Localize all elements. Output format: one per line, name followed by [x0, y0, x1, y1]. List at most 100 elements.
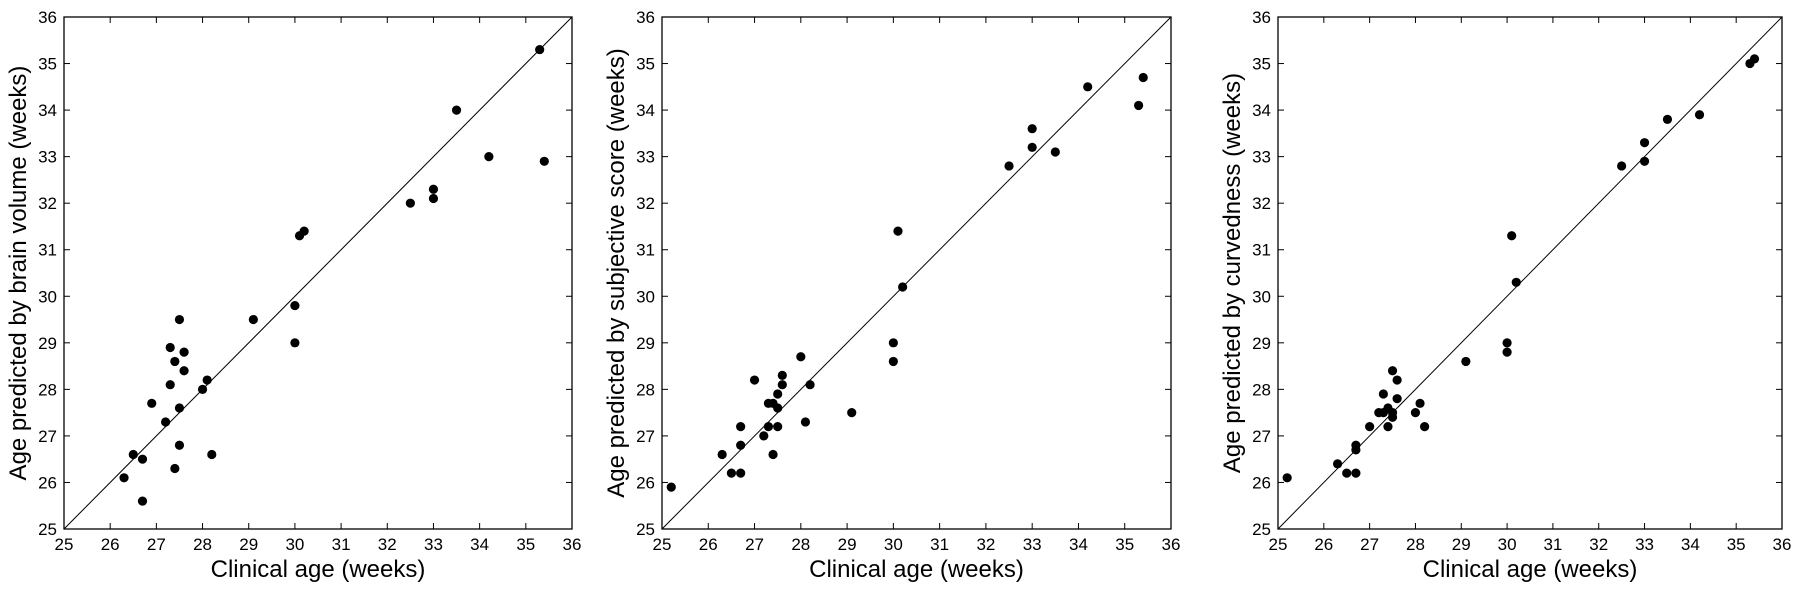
data-point: [1387, 366, 1398, 376]
data-point: [847, 408, 857, 418]
y-tick-label: 33: [636, 148, 655, 167]
x-tick-label: 31: [930, 535, 949, 554]
data-point: [1507, 231, 1517, 241]
x-tick-label: 29: [1452, 535, 1471, 554]
data-point: [1387, 412, 1398, 422]
x-tick-label: 32: [378, 535, 397, 554]
data-point: [1502, 347, 1512, 357]
y-tick-label: 34: [636, 101, 655, 120]
data-point: [137, 454, 148, 464]
y-tick-label: 27: [636, 427, 655, 446]
x-tick-label: 32: [1589, 535, 1608, 554]
data-point: [174, 314, 185, 325]
data-point: [299, 226, 309, 236]
y-tick-label: 25: [38, 520, 57, 539]
data-point: [179, 366, 189, 376]
y-tick-label: 36: [38, 8, 57, 27]
data-point: [1392, 375, 1402, 385]
y-tick-label: 33: [1252, 148, 1271, 167]
data-point: [161, 417, 171, 427]
data-point: [1749, 54, 1760, 64]
x-tick-label: 36: [1162, 535, 1181, 554]
data-point: [777, 370, 787, 380]
data-point: [1342, 468, 1352, 478]
data-point: [773, 403, 783, 413]
data-point: [290, 338, 300, 348]
x-tick-label: 29: [239, 535, 258, 554]
data-point: [165, 380, 175, 390]
data-point: [170, 356, 180, 367]
data-point: [1502, 338, 1512, 348]
identity-line: [1277, 16, 1783, 530]
data-point: [290, 300, 300, 311]
y-axis-label: Age predicted by curvedness (weeks): [1219, 73, 1246, 473]
data-point: [119, 473, 129, 483]
data-point: [1365, 422, 1375, 432]
data-point: [763, 422, 774, 432]
y-tick-label: 31: [38, 241, 57, 260]
x-tick-label: 35: [1115, 535, 1134, 554]
x-tick-label: 27: [147, 535, 166, 554]
x-tick-label: 34: [1681, 535, 1700, 554]
data-point: [428, 184, 439, 194]
data-point: [717, 449, 727, 460]
data-point: [1378, 389, 1388, 399]
x-tick-label: 34: [1069, 535, 1088, 554]
data-point: [1027, 142, 1037, 152]
data-point: [170, 463, 180, 474]
data-point: [202, 375, 212, 385]
data-point: [1134, 100, 1144, 111]
data-point: [1694, 110, 1705, 120]
y-tick-label: 27: [38, 427, 57, 446]
x-tick-label: 33: [1023, 535, 1042, 554]
y-tick-label: 28: [38, 380, 57, 399]
data-point: [773, 422, 783, 432]
data-point: [759, 431, 769, 441]
y-tick-label: 27: [1252, 427, 1271, 446]
data-point: [1383, 422, 1393, 432]
x-tick-label: 27: [745, 535, 764, 554]
data-point: [768, 449, 778, 460]
x-tick-label: 33: [1635, 535, 1654, 554]
data-point: [207, 449, 217, 460]
data-point: [1461, 356, 1471, 367]
x-tick-label: 31: [1543, 535, 1562, 554]
data-point: [773, 389, 783, 399]
y-tick-label: 26: [38, 473, 57, 492]
data-point: [405, 198, 415, 208]
y-tick-label: 25: [636, 520, 655, 539]
data-point: [777, 380, 787, 390]
y-tick-label: 26: [1252, 473, 1271, 492]
data-point: [1351, 440, 1361, 450]
y-tick-label: 35: [636, 55, 655, 74]
x-tick-label: 31: [332, 535, 351, 554]
x-tick-label: 32: [976, 535, 995, 554]
y-tick-label: 31: [1252, 241, 1271, 260]
x-tick-label: 25: [55, 535, 74, 554]
data-point: [888, 338, 898, 348]
data-point: [137, 496, 148, 506]
x-tick-label: 28: [193, 535, 212, 554]
x-tick-label: 33: [424, 535, 443, 554]
y-tick-label: 30: [1252, 287, 1271, 306]
y-tick-label: 29: [636, 334, 655, 353]
x-tick-label: 26: [101, 535, 120, 554]
y-tick-label: 35: [1252, 55, 1271, 74]
y-tick-label: 34: [38, 101, 57, 120]
data-point: [1617, 161, 1627, 171]
y-tick-label: 31: [636, 241, 655, 260]
x-tick-label: 29: [838, 535, 857, 554]
y-tick-label: 32: [636, 194, 655, 213]
y-tick-label: 29: [38, 334, 57, 353]
y-tick-label: 32: [1252, 194, 1271, 213]
x-tick-label: 28: [791, 535, 810, 554]
data-point: [1420, 422, 1430, 432]
data-point: [796, 352, 806, 362]
y-tick-label: 25: [1252, 520, 1271, 539]
data-point: [1351, 468, 1361, 478]
y-tick-label: 29: [1252, 334, 1271, 353]
x-tick-label: 35: [516, 535, 535, 554]
data-point: [1138, 72, 1148, 83]
